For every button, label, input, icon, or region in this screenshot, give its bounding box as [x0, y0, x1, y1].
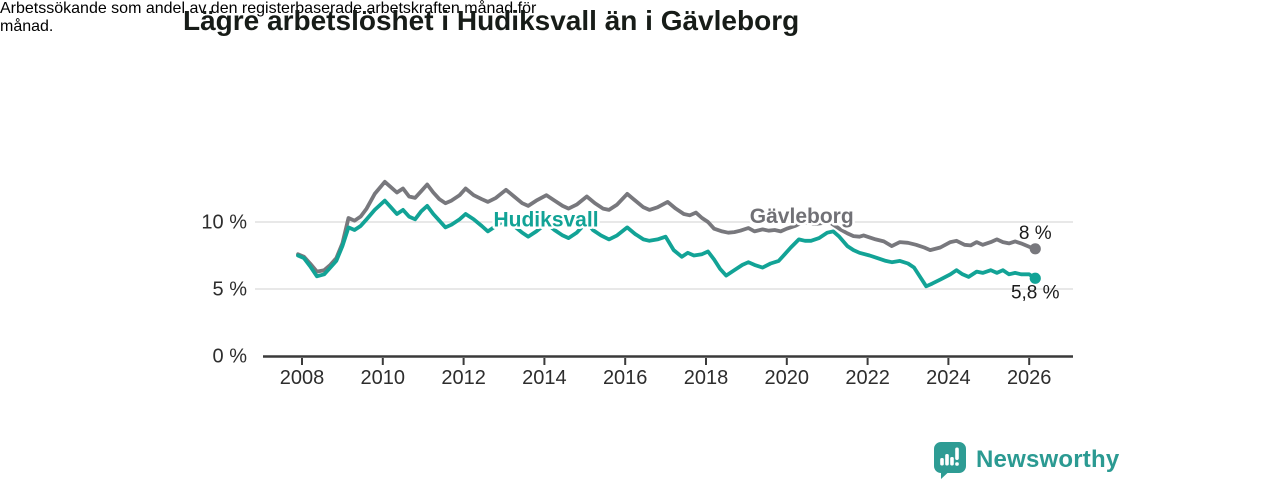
x-tick-label-2022: 2022 [845, 367, 890, 389]
exclamation-dot [955, 462, 959, 466]
hudiksvall-series-label: Hudiksvall [493, 208, 598, 231]
y-tick-label-10pct: 10 % [201, 212, 247, 234]
x-tick-label-2024: 2024 [926, 367, 971, 389]
hudiksvall-line [296, 198, 1038, 289]
bar-3 [950, 457, 954, 466]
newsworthy-speech-bubble-bar-chart-icon [934, 442, 966, 479]
x-tick-label-2020: 2020 [765, 367, 810, 389]
x-tick-label-2014: 2014 [522, 367, 567, 389]
speech-bubble-shape [934, 442, 966, 479]
hudiksvall-end-dot [1029, 272, 1041, 284]
gavleborg-line [296, 179, 1038, 274]
y-tick-label-0pct: 0 % [213, 346, 248, 368]
x-tick-label-2016: 2016 [603, 367, 648, 389]
chart-subtitle-line-2: månad. [0, 18, 54, 35]
page-title: Lägre arbetslöshet i Hudiksvall än i Gäv… [183, 5, 800, 36]
gavleborg-end-value-label: 8 % [1019, 223, 1052, 244]
newsworthy-logo-text: Newsworthy [976, 446, 1120, 473]
chart-subtitle-line-1: Arbetssökande som andel av den registerb… [0, 0, 537, 17]
x-tick-label-2012: 2012 [441, 367, 486, 389]
bar-1 [940, 458, 944, 466]
exclamation-bar [955, 447, 959, 460]
gavleborg-end-dot [1029, 243, 1041, 255]
y-tick-label-5pct: 5 % [213, 279, 248, 301]
x-tick-label-2010: 2010 [361, 367, 406, 389]
bar-2 [945, 454, 949, 466]
x-tick-label-2008: 2008 [280, 367, 325, 389]
gavleborg-series-label: Gävleborg [750, 205, 854, 228]
x-tick-label-2026: 2026 [1007, 367, 1052, 389]
x-tick-label-2018: 2018 [684, 367, 729, 389]
hudiksvall-end-value-label: 5,8 % [1011, 282, 1060, 303]
newsworthy-logo: Newsworthy [933, 441, 1119, 479]
